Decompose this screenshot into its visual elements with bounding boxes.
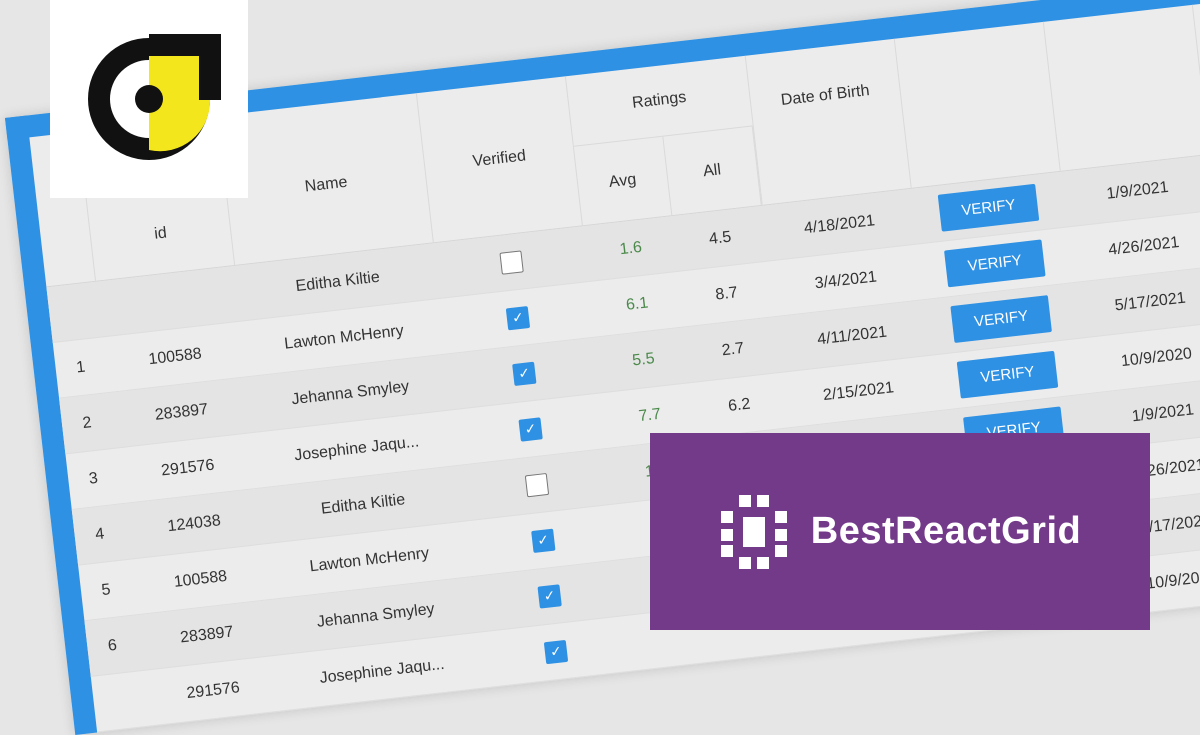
verify-button[interactable]: VERIFY xyxy=(950,295,1053,343)
checkbox[interactable]: ✓ xyxy=(531,528,556,553)
avg-cell: 6.1 xyxy=(625,293,650,314)
row-number: 2 xyxy=(81,413,93,432)
header-cell xyxy=(894,21,1061,188)
row-number: 4 xyxy=(94,525,106,543)
header-cell[interactable]: All xyxy=(663,126,762,216)
brand-banner: BestReactGrid xyxy=(650,433,1150,630)
row-number: 1 xyxy=(75,358,87,376)
header-group: Ratings Avg All xyxy=(565,55,763,226)
all-cell: 2.7 xyxy=(720,339,745,359)
row-number: 5 xyxy=(100,580,112,599)
checkbox[interactable]: ✓ xyxy=(543,639,569,664)
verify-button[interactable]: VERIFY xyxy=(937,183,1040,232)
all-cell: 6.2 xyxy=(727,395,752,415)
header-cell[interactable]: Name xyxy=(218,93,434,265)
header-cell[interactable]: Date of Birth xyxy=(745,38,912,205)
row-number: 6 xyxy=(106,636,118,655)
row-number xyxy=(46,282,102,342)
verify-button[interactable]: VERIFY xyxy=(956,350,1059,399)
all-cell: 4.5 xyxy=(708,228,733,248)
checkbox[interactable]: ✓ xyxy=(505,305,531,330)
avg-cell: 1.6 xyxy=(618,238,643,258)
header-cell[interactable]: Verified xyxy=(416,76,583,243)
avg-cell: 5.5 xyxy=(631,349,656,369)
all-cell: 8.7 xyxy=(714,283,739,304)
brand-name: BestReactGrid xyxy=(810,510,1082,552)
brand-icon xyxy=(720,494,787,569)
row-number xyxy=(91,671,147,731)
checkbox[interactable] xyxy=(524,472,550,497)
checkbox[interactable]: ✓ xyxy=(518,416,543,442)
header-cell xyxy=(1043,4,1200,171)
logo xyxy=(50,0,248,198)
row-number: 3 xyxy=(87,469,99,488)
checkbox[interactable] xyxy=(499,249,524,275)
logo-icon xyxy=(88,34,221,160)
header-cell[interactable]: Avg xyxy=(573,136,673,226)
verify-button[interactable]: VERIFY xyxy=(943,239,1046,288)
checkbox[interactable]: ✓ xyxy=(537,583,562,609)
page: id Name Verified Ratings Avg All Date of… xyxy=(5,0,1200,735)
checkbox[interactable]: ✓ xyxy=(512,361,537,386)
